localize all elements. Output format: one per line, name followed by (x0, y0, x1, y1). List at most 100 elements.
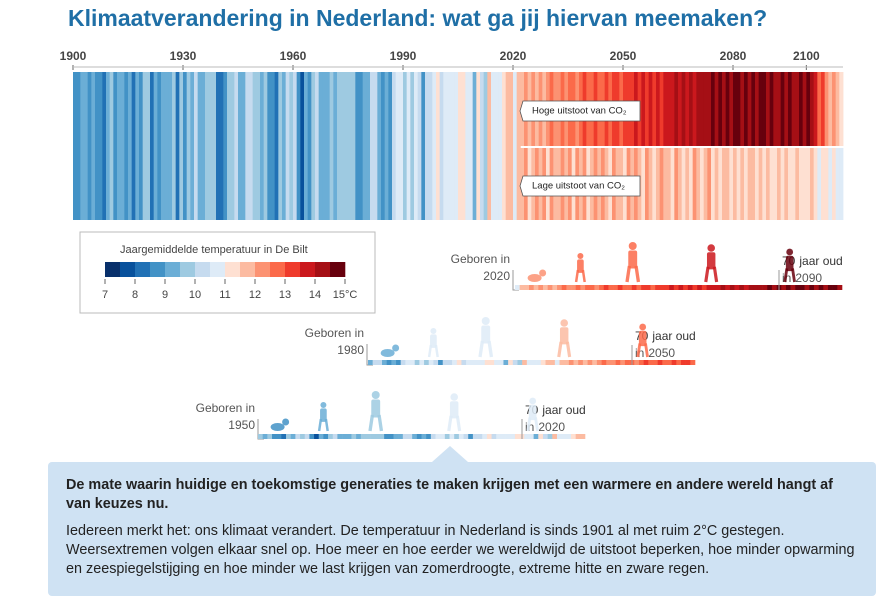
stripe (315, 72, 320, 220)
figure (282, 418, 290, 426)
generation-stripe (262, 434, 268, 439)
figure (628, 242, 637, 250)
figure (481, 325, 491, 344)
generation-stripe (575, 285, 581, 290)
stripe (282, 72, 287, 220)
figure (557, 341, 572, 358)
generation-stripe (318, 434, 324, 439)
stripe (777, 148, 782, 220)
stripe (659, 72, 664, 146)
generation-stripe (673, 285, 679, 290)
stripe (692, 72, 697, 146)
generation-stripe (444, 434, 450, 439)
generation-stripe (559, 360, 565, 365)
stripe (769, 72, 774, 146)
stripe (722, 148, 727, 220)
generation-stripe (414, 360, 420, 365)
figure (368, 414, 384, 432)
generation-stripe (566, 285, 572, 290)
stripe (469, 72, 474, 220)
stripe (131, 72, 136, 220)
figure (320, 402, 327, 408)
generation-stripe (771, 285, 777, 290)
generation-stripe (683, 285, 689, 290)
generation-stripe (515, 285, 520, 290)
stripe (344, 72, 349, 220)
stripe (432, 72, 437, 220)
stripe (766, 148, 771, 220)
generation-stripe (739, 285, 745, 290)
stripe (648, 72, 653, 146)
stripe (197, 72, 202, 220)
stripe (711, 148, 716, 220)
generation-stripe (599, 285, 605, 290)
generation-stripe (342, 434, 348, 439)
stripe (656, 148, 661, 220)
stripe (832, 72, 837, 146)
stripe (681, 148, 686, 220)
generation-stripe (592, 360, 598, 365)
x-tick-label: 1900 (60, 49, 87, 63)
stripe (810, 148, 815, 220)
figure (636, 343, 649, 358)
stripe (817, 148, 822, 220)
generation-stripe (391, 360, 397, 365)
stripe (252, 72, 257, 220)
generation-stripe (379, 434, 385, 439)
generation-stripe (540, 360, 546, 365)
generation-stripe (809, 285, 815, 290)
figure (427, 344, 439, 358)
generation-stripe (407, 434, 413, 439)
generation-stripe (433, 360, 439, 365)
generation-stripe (386, 360, 392, 365)
stripe (388, 72, 393, 220)
generation-stripe (396, 360, 401, 365)
generation-stripe (552, 434, 558, 439)
generation-stripe (799, 285, 805, 290)
figure (783, 268, 796, 283)
stripe (146, 72, 151, 220)
stripe (663, 72, 668, 146)
stripe (230, 72, 235, 220)
stripe (821, 148, 826, 220)
generation-stripe (388, 434, 394, 439)
generation-end: in 2050 (635, 346, 675, 360)
stripe (472, 72, 477, 220)
generation-stripe (286, 434, 291, 439)
colorbar-swatch (135, 262, 151, 277)
figure (638, 330, 647, 347)
stripe (722, 72, 727, 146)
generation-stripe (452, 360, 458, 365)
generation-stripe (678, 285, 684, 290)
generation-stripe (748, 285, 754, 290)
stripe (670, 72, 675, 146)
x-tick-label: 2100 (793, 49, 820, 63)
generation-stripe (435, 434, 441, 439)
scenario-label: Hoge uitstoot van CO₂ (532, 106, 627, 117)
generation-stripe (524, 434, 530, 439)
stripe (300, 72, 305, 220)
stripe (194, 72, 199, 220)
generation-stripe (594, 285, 600, 290)
stripe (436, 72, 441, 220)
figure (449, 401, 459, 419)
generation-stripe (743, 285, 749, 290)
generation-stripe (573, 360, 579, 365)
generation-stripe (346, 434, 352, 439)
generation-stripe (538, 285, 544, 290)
colorbar-swatch (240, 262, 256, 277)
stripe (219, 72, 224, 220)
stripe (773, 72, 778, 146)
generation-stripe (641, 285, 647, 290)
generation-stripe (543, 285, 548, 290)
colorbar-swatch (120, 262, 136, 277)
stripe (227, 72, 232, 220)
age-label: jaar oud (798, 254, 842, 268)
stripe (139, 72, 144, 220)
colorbar-swatch (255, 262, 271, 277)
generation-stripe (276, 434, 282, 439)
generation-stripe (580, 434, 586, 439)
figure (317, 418, 329, 432)
stripe (102, 72, 107, 220)
stripe (113, 72, 118, 220)
